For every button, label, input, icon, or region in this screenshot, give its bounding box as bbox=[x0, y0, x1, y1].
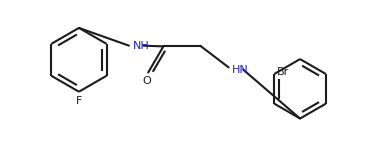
Text: Br: Br bbox=[277, 67, 290, 77]
Text: HN: HN bbox=[232, 65, 249, 75]
Text: F: F bbox=[76, 96, 82, 106]
Text: NH: NH bbox=[133, 41, 150, 51]
Text: O: O bbox=[142, 76, 151, 86]
